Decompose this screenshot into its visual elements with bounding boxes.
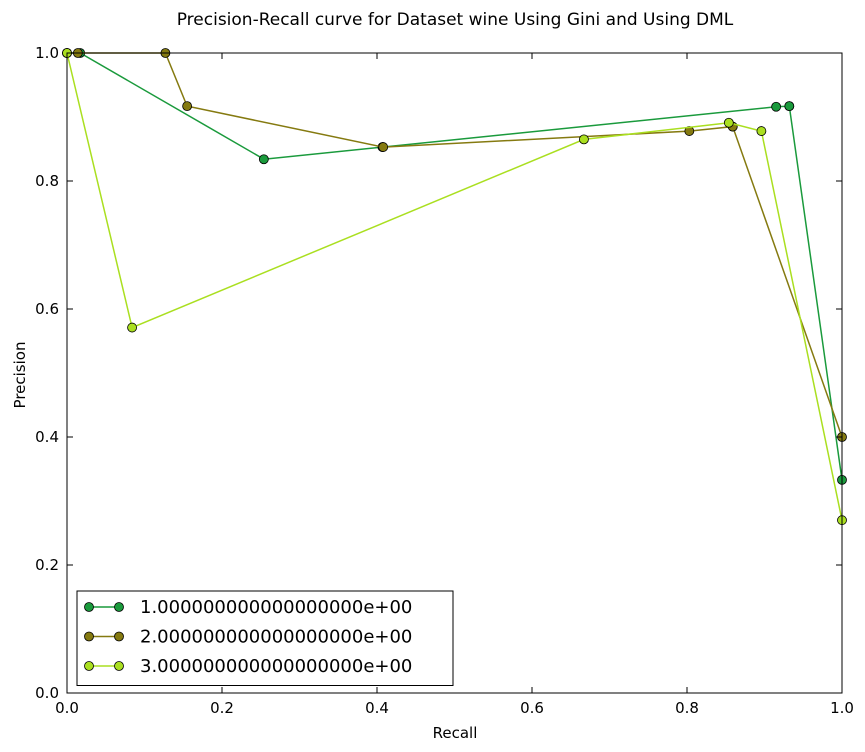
legend-label: 2.000000000000000000e+00 [140, 627, 412, 648]
data-point [258, 154, 269, 165]
x-tick-label: 0.6 [520, 699, 544, 717]
legend-marker [84, 661, 94, 671]
series-1 [62, 48, 847, 485]
legend-marker [84, 602, 94, 612]
y-tick-label: 0.0 [35, 684, 59, 702]
data-point [579, 134, 589, 145]
x-tick-label: 1.0 [830, 699, 854, 717]
legend-label: 1.000000000000000000e+00 [140, 597, 412, 618]
legend-marker [114, 661, 124, 671]
plot-frame [66, 52, 843, 694]
legend-entry: 2.000000000000000000e+00 [84, 627, 412, 648]
legend-entry: 1.000000000000000000e+00 [84, 597, 412, 618]
x-tick-label: 0.2 [210, 699, 234, 717]
x-axis-label: Recall [433, 724, 478, 742]
data-point [771, 101, 782, 112]
plot-area [62, 48, 847, 526]
legend-marker [84, 631, 94, 642]
series-2 [62, 48, 847, 442]
x-tick-label: 0.4 [365, 699, 389, 717]
data-point [723, 117, 734, 128]
axis-ticks: 0.0 0.2 0.4 0.6 0.8 1.0 0.0 0.2 0.4 0.6 0.8 1.0 [35, 44, 854, 717]
series-3 [62, 48, 847, 526]
data-point [378, 142, 389, 152]
y-tick-label: 0.6 [35, 300, 59, 318]
chart-title: Precision-Recall curve for Dataset wine … [177, 10, 734, 30]
series-line [66, 52, 843, 521]
legend-entry: 3.000000000000000000e+00 [84, 656, 412, 677]
y-tick-label: 0.2 [35, 556, 59, 574]
x-tick-label: 0.8 [675, 699, 699, 717]
legend-marker [114, 631, 124, 642]
legend: 1.000000000000000000e+00 2.00000000000000… [76, 590, 454, 686]
legend-marker [114, 602, 124, 612]
y-axis-label: Precision [11, 342, 29, 409]
legend-label: 3.000000000000000000e+00 [140, 656, 412, 677]
series-line [67, 52, 843, 481]
series-line [67, 52, 843, 438]
x-tick-label: 0.0 [55, 699, 79, 717]
legend-box [76, 590, 454, 686]
y-tick-label: 0.8 [35, 172, 59, 190]
y-tick-label: 1.0 [35, 44, 59, 62]
data-point [182, 101, 193, 112]
data-point [756, 126, 767, 136]
data-point [127, 322, 138, 333]
data-point [784, 101, 795, 112]
y-tick-label: 0.4 [35, 428, 59, 446]
